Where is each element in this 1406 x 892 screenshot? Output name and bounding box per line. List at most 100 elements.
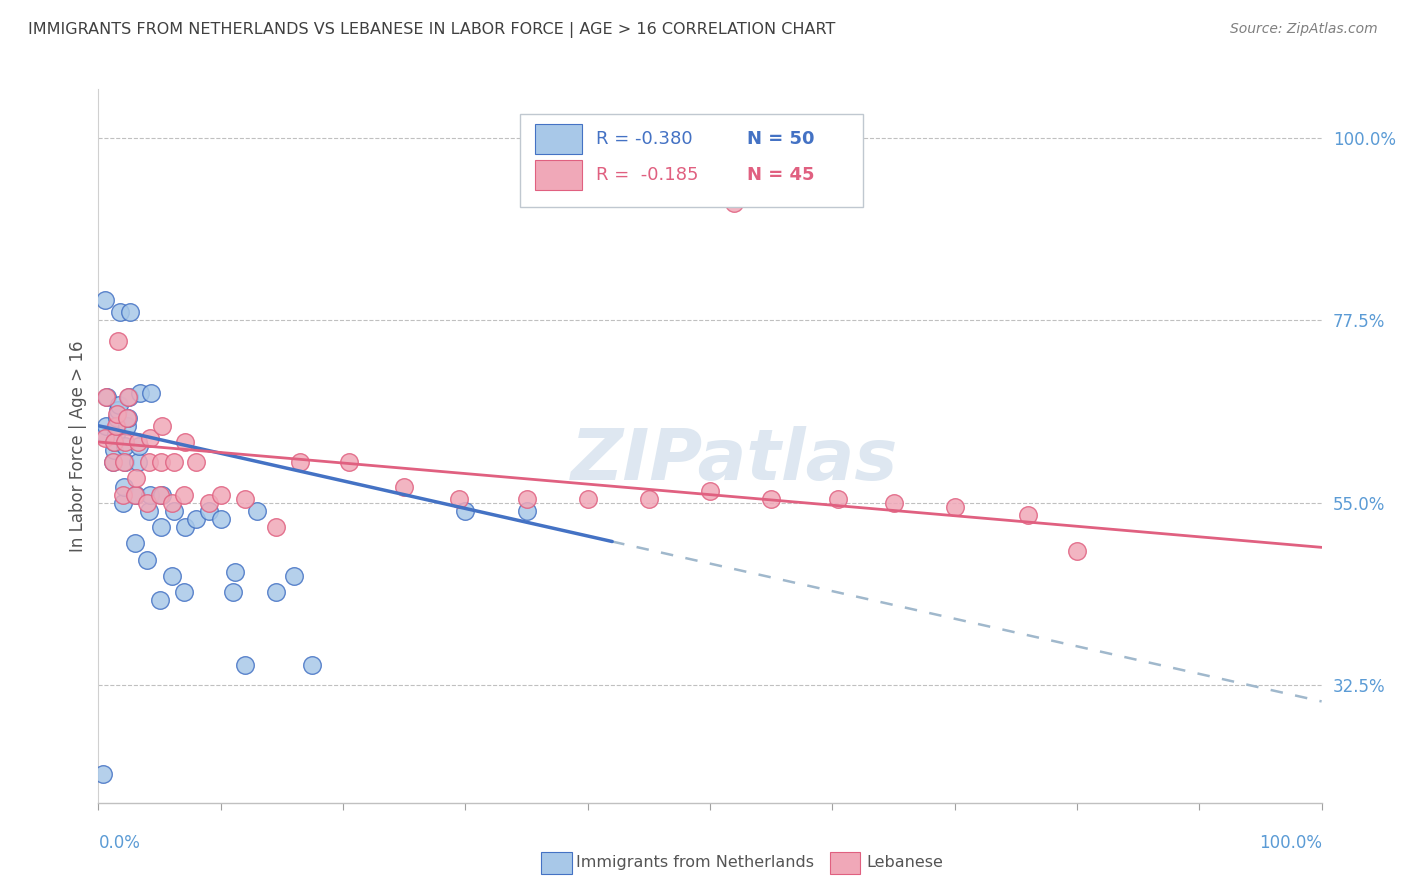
Point xyxy=(515,504,537,518)
Point xyxy=(96,390,118,404)
Point xyxy=(186,512,208,526)
Point xyxy=(110,305,132,319)
Point xyxy=(112,479,135,493)
Point xyxy=(112,455,135,469)
Point xyxy=(173,585,195,599)
Point xyxy=(163,455,186,469)
Point xyxy=(103,434,125,449)
Text: N = 45: N = 45 xyxy=(747,166,814,184)
Point xyxy=(160,496,183,510)
Point xyxy=(94,418,117,433)
Point xyxy=(290,455,312,469)
FancyBboxPatch shape xyxy=(536,124,582,154)
Point xyxy=(209,488,232,502)
Text: 100.0%: 100.0% xyxy=(1258,834,1322,852)
Point xyxy=(197,504,219,518)
Point xyxy=(94,390,117,404)
Y-axis label: In Labor Force | Age > 16: In Labor Force | Age > 16 xyxy=(69,340,87,552)
Point xyxy=(136,552,159,566)
Point xyxy=(117,390,139,404)
Point xyxy=(115,410,138,425)
Point xyxy=(883,496,905,510)
Text: R = -0.380: R = -0.380 xyxy=(596,130,693,148)
Point xyxy=(761,491,783,506)
Point xyxy=(114,439,136,453)
Point xyxy=(515,491,537,506)
Point xyxy=(160,568,183,582)
Point xyxy=(149,455,172,469)
Text: Source: ZipAtlas.com: Source: ZipAtlas.com xyxy=(1230,22,1378,37)
Point xyxy=(129,386,152,401)
Point xyxy=(103,443,125,458)
Point xyxy=(149,593,172,607)
Point xyxy=(125,471,148,485)
Point xyxy=(943,500,966,514)
Point xyxy=(264,520,287,534)
Point xyxy=(107,334,129,348)
Text: Immigrants from Netherlands: Immigrants from Netherlands xyxy=(576,855,814,870)
Point xyxy=(233,491,256,506)
Point xyxy=(105,418,128,433)
Text: IMMIGRANTS FROM NETHERLANDS VS LEBANESE IN LABOR FORCE | AGE > 16 CORRELATION CH: IMMIGRANTS FROM NETHERLANDS VS LEBANESE … xyxy=(28,22,835,38)
Point xyxy=(114,434,136,449)
Point xyxy=(111,488,134,502)
Point xyxy=(301,657,323,672)
Point xyxy=(139,431,162,445)
Point xyxy=(186,455,208,469)
Point xyxy=(118,390,141,404)
Point xyxy=(1017,508,1039,522)
Point xyxy=(174,520,197,534)
Point xyxy=(138,504,160,518)
Point xyxy=(638,491,661,506)
Point xyxy=(125,488,148,502)
Point xyxy=(91,767,114,781)
Point xyxy=(209,512,232,526)
Point xyxy=(93,426,115,441)
Point xyxy=(107,402,129,417)
Point xyxy=(150,418,173,433)
Point xyxy=(138,455,160,469)
Point xyxy=(699,483,721,498)
Point xyxy=(337,455,360,469)
Text: ZIPatlas: ZIPatlas xyxy=(571,425,898,495)
Point xyxy=(149,520,172,534)
Point xyxy=(127,434,149,449)
Text: R =  -0.185: R = -0.185 xyxy=(596,166,699,184)
Point xyxy=(224,565,246,579)
Point xyxy=(101,455,124,469)
Point xyxy=(111,496,134,510)
Text: Lebanese: Lebanese xyxy=(866,855,943,870)
Point xyxy=(723,195,745,210)
Point xyxy=(117,410,139,425)
Point xyxy=(1066,544,1088,558)
Point xyxy=(246,504,269,518)
Point xyxy=(264,585,287,599)
Point xyxy=(139,386,162,401)
Point xyxy=(108,399,131,413)
Point xyxy=(149,488,172,502)
Point xyxy=(136,496,159,510)
Point xyxy=(103,434,125,449)
Point xyxy=(101,455,124,469)
Point xyxy=(128,439,150,453)
FancyBboxPatch shape xyxy=(520,114,863,207)
Point xyxy=(93,431,115,445)
Point xyxy=(283,568,305,582)
Point xyxy=(449,491,471,506)
Point xyxy=(174,434,197,449)
Point xyxy=(222,585,245,599)
Text: 0.0%: 0.0% xyxy=(98,834,141,852)
Point xyxy=(104,418,127,433)
Point xyxy=(139,488,162,502)
Point xyxy=(576,491,599,506)
Point xyxy=(197,496,219,510)
Point xyxy=(392,479,416,493)
Point xyxy=(93,293,115,307)
Point xyxy=(124,536,146,550)
Point xyxy=(104,426,127,441)
Point xyxy=(454,504,477,518)
Point xyxy=(233,657,256,672)
Point xyxy=(115,418,138,433)
Point xyxy=(827,491,849,506)
Point xyxy=(173,488,195,502)
